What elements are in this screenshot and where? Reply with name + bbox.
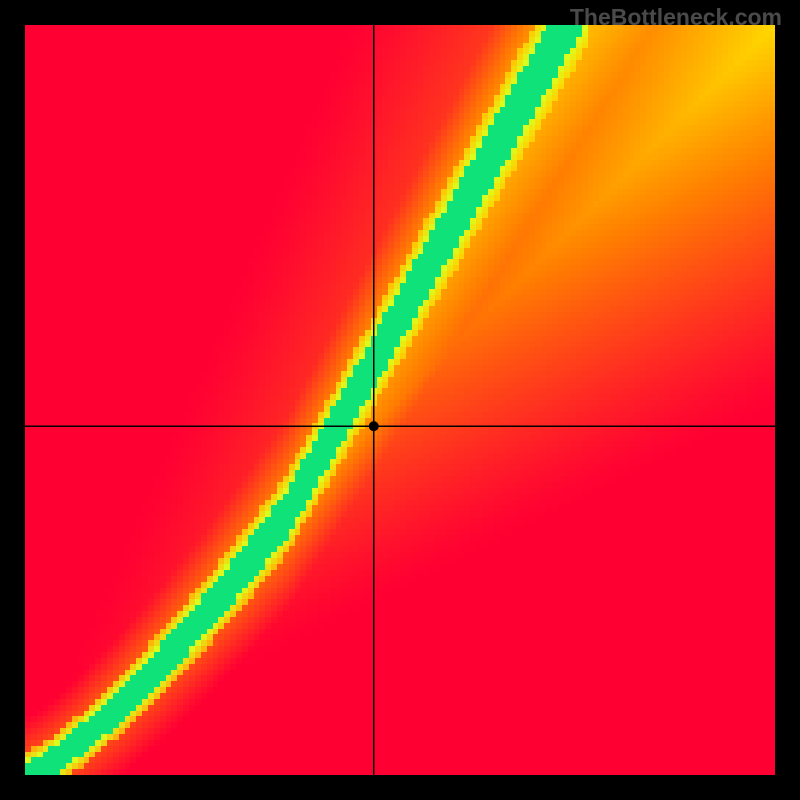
- watermark-text: TheBottleneck.com: [570, 4, 782, 31]
- heatmap-canvas: [0, 0, 800, 800]
- chart-container: TheBottleneck.com: [0, 0, 800, 800]
